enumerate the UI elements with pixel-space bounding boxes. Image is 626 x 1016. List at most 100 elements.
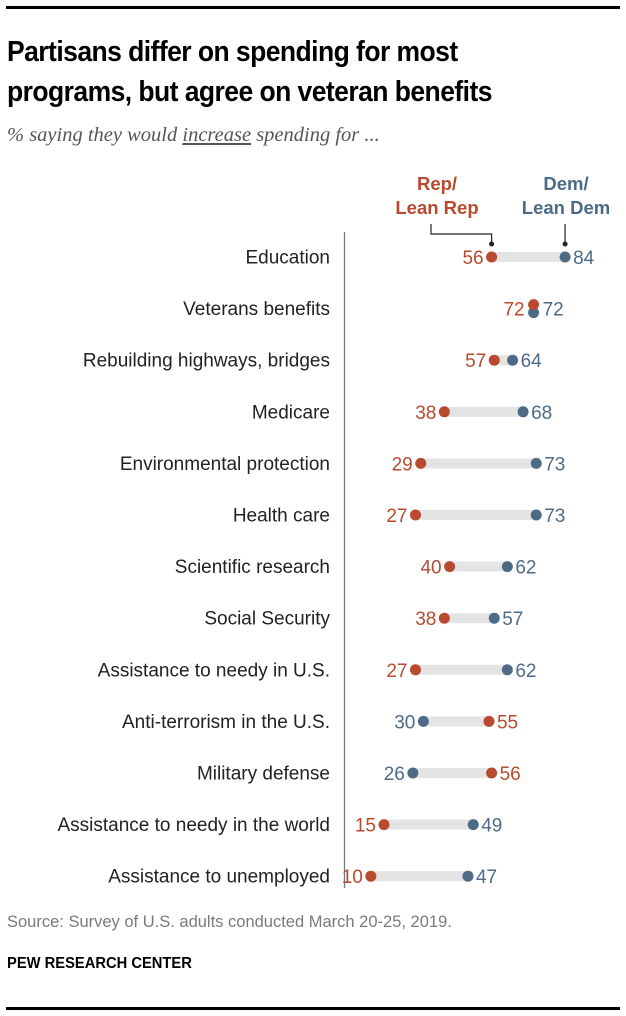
dem-dot [488,612,500,624]
rep-value-label: 56 [462,248,483,269]
chart-row: Anti-terrorism in the U.S. 55 30 [122,712,518,734]
dem-dot [467,819,479,831]
category-label: Assistance to needy in U.S. [98,660,330,681]
legend-rep: Rep/Lean Rep [395,173,495,247]
chart-subtitle: % saying they would increase spending fo… [7,124,380,147]
rep-dot [486,251,498,263]
category-label: Veterans benefits [183,299,330,320]
rep-dot [415,457,427,469]
rep-value-label: 27 [386,661,407,682]
rep-value-label: 27 [386,506,407,527]
gap-connector [420,458,537,469]
source-note: Source: Survey of U.S. adults conducted … [7,913,452,931]
legend-rep-leader [430,224,493,243]
dem-value-label: 72 [543,300,564,321]
dem-dot [507,354,519,366]
chart-title-line: Partisans differ on spending for most pro… [7,32,579,112]
dem-dot [462,870,474,882]
dem-value-label: 47 [476,867,497,888]
category-label: Scientific research [175,557,330,578]
legend-dem-line-2: Lean Dem [522,197,610,218]
chart-row: Scientific research 40 62 [175,557,537,579]
gap-connector [494,355,513,366]
dem-value-label: 73 [544,454,565,475]
rep-dot [528,299,540,311]
category-label: Education [245,248,330,269]
rep-dot [409,664,421,676]
chart-rows: Education 56 84 Veterans benefits 72 72 Rebuil… [58,248,595,889]
subtitle-suffix: spending for ... [251,124,380,146]
legend-dem-pointer [562,241,568,247]
chart-row: Health care 27 73 [233,506,566,528]
rep-dot [438,406,450,418]
category-label: Medicare [252,402,330,423]
dem-dot [530,509,542,521]
legend-rep-line-2: Lean Rep [395,197,478,218]
dem-value-label: 64 [521,351,543,372]
chart-row: Military defense 56 26 [197,764,521,786]
rep-value-label: 10 [342,867,363,888]
dem-value-label: 73 [544,506,565,527]
gap-connector [412,768,492,778]
chart-row: Environmental protection 29 73 [120,454,566,476]
rep-value-label: 72 [503,300,524,321]
legend-rep-line-1: Rep/ [417,173,457,194]
chart-title-line-1: Partisans differ on spending for most [7,36,458,68]
rep-dot [378,819,390,831]
chart-title-line-2: programs, but agree on veteran benefits [7,76,492,108]
chart-row: Education 56 84 [245,248,594,270]
category-label: Environmental protection [120,454,330,475]
chart-row: Assistance to needy in U.S. 27 62 [98,660,537,682]
rep-value-label: 56 [500,764,521,785]
gap-connector [444,613,495,624]
rep-value-label: 55 [497,712,518,733]
gap-connector [444,406,524,417]
chart-row: Rebuilding highways, bridges 57 64 [83,351,542,373]
bottom-rule [6,1007,620,1010]
category-label: Rebuilding highways, bridges [83,351,330,372]
rep-value-label: 57 [465,351,486,372]
gap-connector [383,819,474,830]
category-label: Military defense [197,764,330,785]
dem-value-label: 62 [515,661,536,682]
dem-dot [501,664,513,676]
legend-dem-line-1: Dem/ [543,173,588,194]
gap-connector [415,510,537,520]
category-label: Social Security [204,609,330,630]
dem-dot [417,715,429,727]
dem-value-label: 68 [531,403,552,424]
rep-value-label: 38 [415,609,436,630]
dem-dot [501,561,513,573]
rep-value-label: 40 [420,558,441,579]
rep-dot [365,870,377,882]
dem-value-label: 49 [481,816,502,837]
category-label: Assistance to unemployed [108,867,330,888]
legend-rep-pointer [489,241,495,247]
dem-value-label: 62 [515,558,536,579]
subtitle-prefix: % saying they would [7,124,183,146]
chart-row: Medicare 38 68 [252,402,552,424]
dem-dot [517,406,529,418]
brand-logo-text: PEW RESEARCH CENTER [7,955,192,972]
rep-value-label: 29 [392,454,413,475]
dem-dot [559,251,571,263]
rep-value-label: 38 [415,403,436,424]
dem-dot [407,767,419,779]
dem-value-label: 57 [502,609,523,630]
category-label: Health care [233,506,330,527]
category-label: Assistance to needy in the world [58,815,331,836]
rep-value-label: 15 [355,816,376,837]
category-label: Anti-terrorism in the U.S. [122,712,330,733]
dem-value-label: 30 [394,712,415,733]
dem-dot [528,307,540,319]
gap-connector [415,664,508,675]
chart-row: Assistance to unemployed 10 47 [108,867,497,889]
rep-dot [444,561,456,573]
legend: Rep/Lean Rep Dem/Lean Dem [395,173,610,247]
dem-value-label: 84 [573,248,595,269]
subtitle-emphasis: increase [182,124,252,146]
rep-dot [483,715,495,727]
gap-connector [449,561,508,572]
chart-title: Partisans differ on spending for most pro… [7,32,579,112]
